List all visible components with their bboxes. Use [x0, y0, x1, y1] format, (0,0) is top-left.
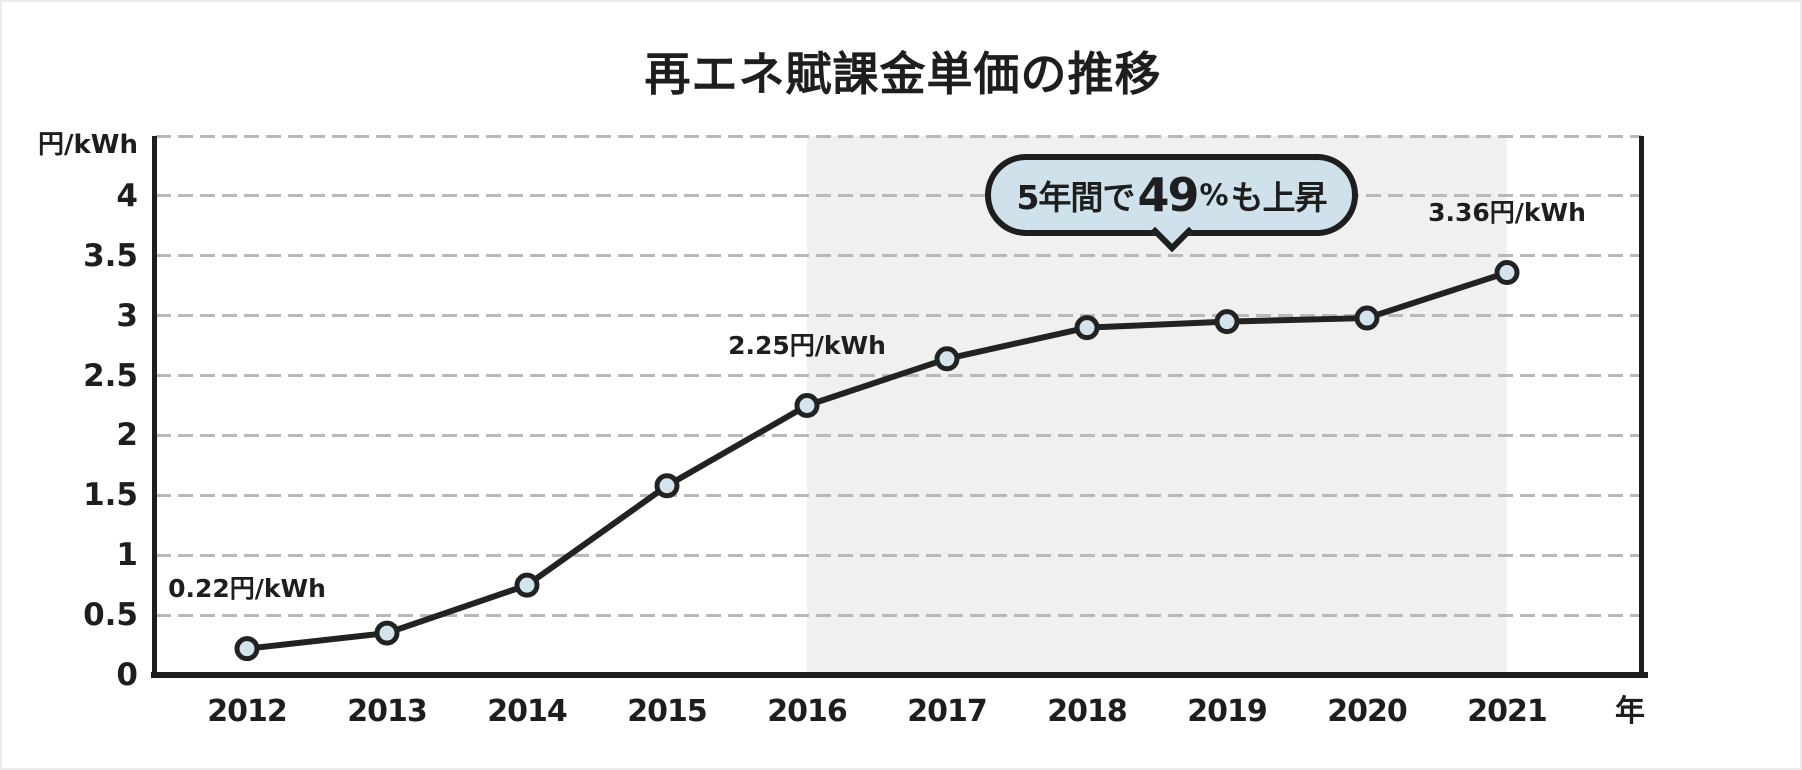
x-axis-unit-label: 年 — [1615, 694, 1645, 729]
callout-bubble: 5年間で 49 % も上昇 — [985, 154, 1358, 253]
y-axis-line — [152, 136, 157, 678]
gridline — [156, 194, 1641, 198]
x-tick-label: 2020 — [1327, 694, 1408, 729]
gridline — [156, 254, 1641, 258]
series-line — [246, 269, 1508, 652]
callout-percent-sign: % — [1199, 178, 1229, 212]
y-tick-label: 0 — [116, 657, 138, 693]
data-point-2013 — [374, 620, 400, 646]
line-series — [234, 260, 1520, 662]
data-point-2021 — [1494, 260, 1520, 286]
gridline — [156, 553, 1641, 557]
x-tick-label: 2015 — [627, 694, 708, 729]
y-axis-unit-label: 円/kWh — [38, 130, 138, 160]
gridline — [156, 134, 1641, 138]
gridline — [156, 613, 1641, 617]
x-tick-label: 2016 — [767, 694, 848, 729]
data-point-2016 — [794, 393, 820, 418]
x-tick-label: 2012 — [207, 694, 288, 729]
gridline — [156, 433, 1641, 437]
callout-text-prefix: 5年間で — [1016, 178, 1135, 217]
data-point-2017 — [934, 346, 960, 372]
callout-text-suffix: も上昇 — [1230, 178, 1328, 217]
y-tick-label: 2 — [116, 417, 138, 454]
y-tick-label: 1.5 — [83, 477, 138, 514]
x-tick-label: 2021 — [1467, 694, 1548, 729]
y-tick-label: 0.5 — [83, 597, 138, 634]
x-tick-label: 2017 — [907, 694, 988, 729]
data-point-2015 — [654, 473, 680, 499]
x-axis-line — [151, 672, 1648, 678]
data-point-2012 — [234, 636, 260, 662]
data-point-2018 — [1074, 315, 1100, 341]
data-point-2019 — [1214, 309, 1240, 335]
y-tick-label: 3 — [116, 297, 138, 334]
gridline — [156, 314, 1641, 318]
point-value-label: 0.22円/kWh — [168, 573, 326, 603]
y-tick-label: 1 — [116, 537, 138, 574]
x-tick-label: 2013 — [347, 694, 428, 729]
data-point-2014 — [514, 572, 540, 598]
point-value-label: 2.25円/kWh — [728, 330, 886, 360]
y-tick-label: 3.5 — [83, 237, 138, 274]
x-tick-label: 2014 — [487, 694, 568, 729]
chart-title: 再エネ賦課金単価の推移 — [644, 47, 1162, 101]
point-value-label: 3.36円/kWh — [1428, 197, 1586, 227]
data-point-2020 — [1354, 305, 1380, 331]
y-tick-label: 2.5 — [83, 357, 138, 394]
right-border-line — [1639, 136, 1644, 678]
gridline — [156, 493, 1641, 497]
x-tick-label: 2019 — [1187, 694, 1268, 729]
x-tick-label: 2018 — [1047, 694, 1128, 729]
y-tick-label: 4 — [116, 177, 138, 214]
